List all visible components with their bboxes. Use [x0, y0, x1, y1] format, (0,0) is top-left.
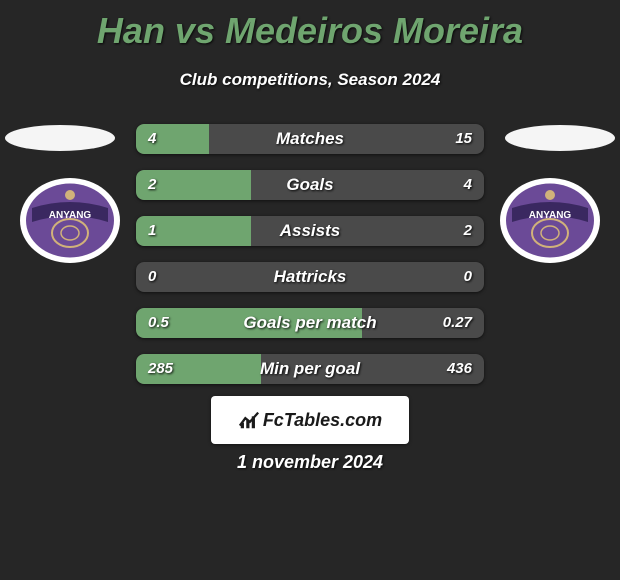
chart-icon — [238, 409, 260, 431]
stat-label: Goals per match — [136, 308, 484, 338]
stat-value-left: 1 — [148, 216, 156, 246]
stat-value-left: 2 — [148, 170, 156, 200]
stat-row: Goals per match0.5 0.27 — [136, 308, 484, 338]
stat-value-right: 2 — [464, 216, 472, 246]
page-subtitle: Club competitions, Season 2024 — [0, 70, 620, 90]
stat-label: Hattricks — [136, 262, 484, 292]
club-badge-right: ANYANG — [500, 178, 600, 263]
stat-value-left: 285 — [148, 354, 173, 384]
stat-row: Matches4 15 — [136, 124, 484, 154]
stat-row: Hattricks0 0 — [136, 262, 484, 292]
footer-date: 1 november 2024 — [0, 452, 620, 473]
stat-value-left: 0 — [148, 262, 156, 292]
stat-row: Assists1 2 — [136, 216, 484, 246]
stat-label: Assists — [136, 216, 484, 246]
page-title: Han vs Medeiros Moreira — [0, 0, 620, 52]
player-flag-left — [5, 125, 115, 151]
player-flag-right — [505, 125, 615, 151]
stat-value-right: 15 — [455, 124, 472, 154]
stat-value-right: 0.27 — [443, 308, 472, 338]
stat-label: Goals — [136, 170, 484, 200]
stat-value-right: 436 — [447, 354, 472, 384]
stat-value-left: 0.5 — [148, 308, 169, 338]
brand-logo[interactable]: FcTables.com — [211, 396, 409, 444]
stat-row: Goals2 4 — [136, 170, 484, 200]
stat-value-right: 0 — [464, 262, 472, 292]
stat-value-left: 4 — [148, 124, 156, 154]
stat-row: Min per goal285 436 — [136, 354, 484, 384]
stat-label: Matches — [136, 124, 484, 154]
brand-logo-text: FcTables.com — [238, 409, 382, 431]
stat-value-right: 4 — [464, 170, 472, 200]
club-badge-left: ANYANG — [20, 178, 120, 263]
stat-label: Min per goal — [136, 354, 484, 384]
stats-bars: Matches415Goals24Assists12Hattricks00Goa… — [136, 124, 484, 400]
